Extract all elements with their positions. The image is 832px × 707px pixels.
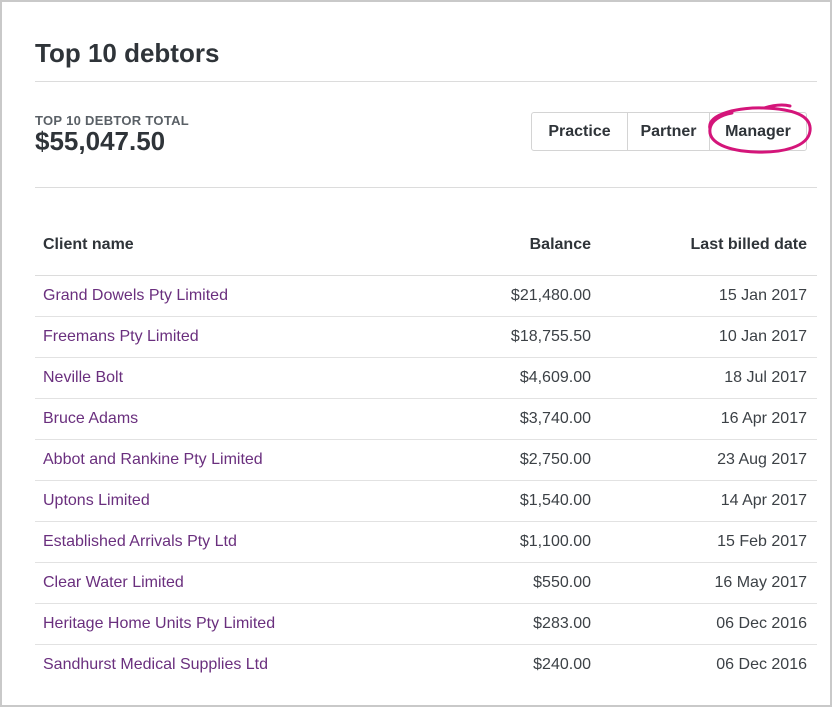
client-link[interactable]: Neville Bolt bbox=[43, 368, 124, 386]
table-row: Freemans Pty Limited $18,755.50 10 Jan 201… bbox=[35, 316, 817, 358]
client-link[interactable]: Abbot and Rankine Pty Limited bbox=[43, 450, 263, 468]
last-billed-date-cell: 15 Jan 2017 bbox=[599, 275, 817, 317]
client-name-cell: Sandhurst Medical Supplies Ltd bbox=[35, 644, 455, 685]
last-billed-date-cell: 06 Dec 2016 bbox=[716, 655, 807, 673]
table-header-row: Client name Balance Last billed date bbox=[35, 216, 817, 276]
table-row: Heritage Home Units Pty Limited $283.00 06… bbox=[35, 603, 817, 645]
client-name-cell: Uptons Limited bbox=[35, 480, 455, 522]
balance-cell: $18,755.50 bbox=[455, 316, 599, 358]
debtor-total-label: TOP 10 DEBTOR TOTAL bbox=[35, 113, 190, 128]
manager-highlight-ring bbox=[708, 103, 812, 154]
balance-cell: $1,540.00 bbox=[455, 480, 599, 522]
last-billed-date-cell: 06 Dec 2016 bbox=[599, 603, 817, 645]
client-link[interactable]: Uptons Limited bbox=[43, 491, 150, 509]
client-name-header[interactable]: Client name bbox=[35, 216, 455, 276]
balance-header[interactable]: Balance bbox=[455, 216, 599, 276]
client-link[interactable]: Grand Dowels Pty Limited bbox=[43, 286, 228, 304]
client-name-cell: Bruce Adams bbox=[35, 398, 455, 440]
client-name-cell: Abbot and Rankine Pty Limited bbox=[35, 439, 455, 481]
balance-cell: $550.00 bbox=[455, 562, 599, 604]
last-billed-date-cell: 10 Jan 2017 bbox=[599, 316, 817, 358]
client-link[interactable]: Established Arrivals Pty Ltd bbox=[43, 532, 237, 550]
title-divider bbox=[35, 81, 817, 82]
table-row: Neville Bolt $4,609.00 18 Jul 2017 bbox=[35, 357, 817, 399]
table-row: Grand Dowels Pty Limited $21,480.00 15 Jan… bbox=[35, 275, 817, 317]
client-name-cell: Neville Bolt bbox=[35, 357, 455, 399]
table-row: Clear Water Limited $550.00 16 May 2017 bbox=[35, 562, 817, 604]
client-name-cell: Freemans Pty Limited bbox=[35, 316, 455, 358]
client-name-cell: Grand Dowels Pty Limited bbox=[35, 275, 455, 317]
last-billed-date-cell: 15 Feb 2017 bbox=[599, 521, 817, 563]
balance-cell: $4,609.00 bbox=[455, 357, 599, 399]
balance-cell: $240.00 bbox=[533, 655, 591, 673]
table-row: Established Arrivals Pty Ltd $1,100.00 15 … bbox=[35, 521, 817, 563]
page-title: Top 10 debtors bbox=[35, 38, 220, 68]
table-row: Sandhurst Medical Supplies Ltd $240.00 06 … bbox=[35, 644, 817, 685]
view-filter-segmented-control: Practice Partner Manager bbox=[531, 112, 807, 151]
client-link[interactable]: Heritage Home Units Pty Limited bbox=[43, 614, 276, 632]
last-billed-date-cell: 23 Aug 2017 bbox=[599, 439, 817, 481]
summary-divider bbox=[35, 187, 817, 188]
balance-cell: $283.00 bbox=[455, 603, 599, 645]
client-link[interactable]: Sandhurst Medical Supplies Ltd bbox=[43, 655, 269, 673]
balance-cell: $1,100.00 bbox=[455, 521, 599, 563]
practice-button[interactable]: Practice bbox=[532, 113, 628, 150]
client-link[interactable]: Freemans Pty Limited bbox=[43, 327, 199, 345]
balance-cell: $3,740.00 bbox=[455, 398, 599, 440]
manager-button[interactable]: Manager bbox=[725, 123, 791, 140]
client-link[interactable]: Clear Water Limited bbox=[43, 573, 184, 591]
client-link[interactable]: Bruce Adams bbox=[43, 409, 139, 427]
last-billed-date-cell: 16 Apr 2017 bbox=[599, 398, 817, 440]
table-row: Abbot and Rankine Pty Limited $2,750.00 23… bbox=[35, 439, 817, 481]
balance-cell: $2,750.00 bbox=[455, 439, 599, 481]
client-name-cell: Heritage Home Units Pty Limited bbox=[35, 603, 455, 645]
debtor-total-value: $55,047.50 bbox=[35, 126, 166, 156]
last-billed-date-header[interactable]: Last billed date bbox=[599, 216, 817, 276]
last-billed-date-cell: 16 May 2017 bbox=[599, 562, 817, 604]
table-row: Bruce Adams $3,740.00 16 Apr 2017 bbox=[35, 398, 817, 440]
client-name-cell: Established Arrivals Pty Ltd bbox=[35, 521, 455, 563]
client-name-cell: Clear Water Limited bbox=[35, 562, 455, 604]
last-billed-date-cell: 18 Jul 2017 bbox=[599, 357, 817, 399]
partner-button[interactable]: Partner bbox=[628, 113, 710, 150]
debtors-table: Client name Balance Last billed date Gra… bbox=[35, 216, 817, 685]
last-billed-date-cell: 14 Apr 2017 bbox=[599, 480, 817, 522]
table-row: Uptons Limited $1,540.00 14 Apr 2017 bbox=[35, 480, 817, 522]
balance-cell: $21,480.00 bbox=[455, 275, 599, 317]
